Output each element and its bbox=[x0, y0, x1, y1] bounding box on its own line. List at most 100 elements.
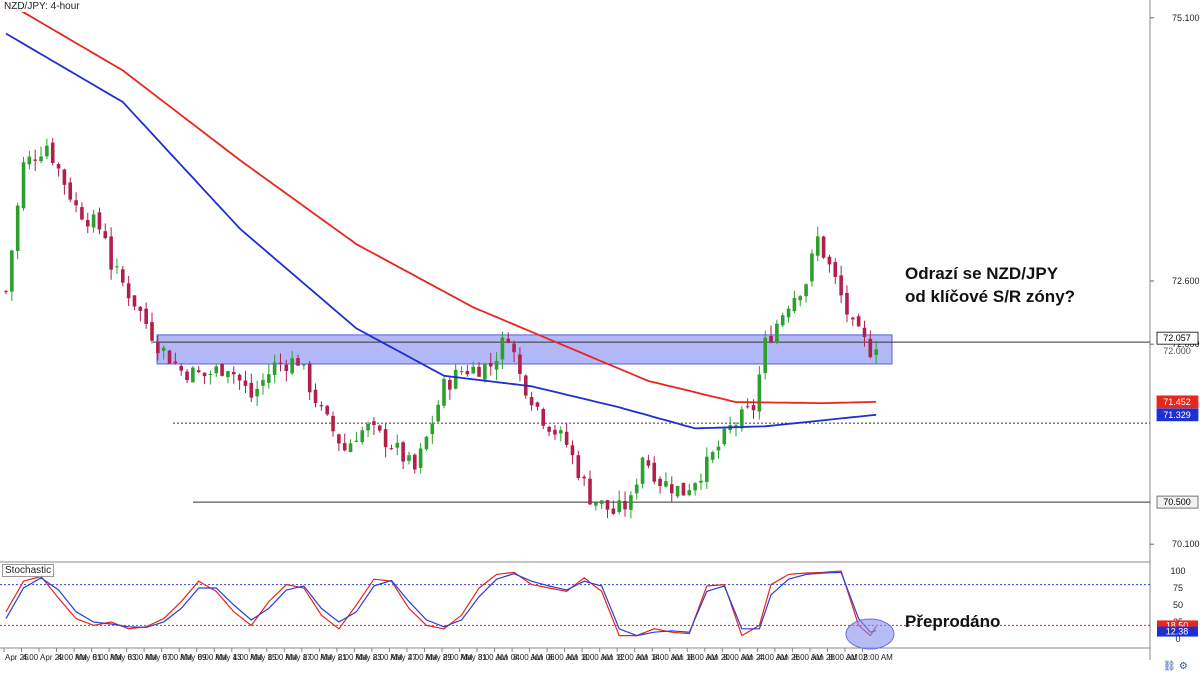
stoch-tag-k-label: 18.50 bbox=[1166, 620, 1189, 630]
candle-body bbox=[740, 409, 744, 429]
time-tick-label: 8:00 AM bbox=[653, 653, 683, 662]
time-tick-label: 8:00 AM bbox=[618, 653, 648, 662]
candle-body bbox=[570, 445, 575, 456]
time-tick-label: 8:00 AM bbox=[513, 653, 543, 662]
candle-body bbox=[15, 205, 20, 252]
candle-body bbox=[307, 363, 312, 393]
ma-line-red bbox=[5, 1, 877, 404]
candle-body bbox=[862, 327, 867, 337]
time-tick-label: May 29 bbox=[425, 653, 452, 662]
candle-body bbox=[138, 306, 143, 311]
stoch-tick-label: 0 bbox=[1175, 634, 1180, 644]
candle-body bbox=[646, 460, 651, 466]
time-tick-label: 8:00 AM bbox=[198, 653, 228, 662]
candle-body bbox=[874, 349, 878, 355]
time-tick-label: 8:00 AM bbox=[478, 653, 508, 662]
candle-body bbox=[675, 486, 680, 497]
time-tick-label: 4:00 AM bbox=[408, 653, 438, 662]
candle-body bbox=[366, 423, 370, 431]
time-tick-label: Jun 18 bbox=[671, 653, 696, 662]
candle-body bbox=[10, 250, 14, 292]
candle-body bbox=[50, 142, 55, 164]
candle-body bbox=[605, 500, 610, 510]
ma-line-blue bbox=[5, 32, 877, 430]
candle-body bbox=[471, 366, 475, 374]
candle-body bbox=[541, 409, 546, 426]
candle-body bbox=[39, 156, 43, 162]
candle-body bbox=[588, 478, 592, 505]
candle-body bbox=[547, 426, 551, 432]
candle-body bbox=[80, 207, 84, 220]
candle-body bbox=[360, 430, 365, 443]
time-tick-label: Jun 12 bbox=[601, 653, 626, 662]
candle-body bbox=[74, 200, 78, 206]
stoch-tick-label: 75 bbox=[1173, 583, 1183, 593]
candle-body bbox=[243, 380, 248, 386]
time-tick-label: 8:00 AM bbox=[443, 653, 473, 662]
candle-body bbox=[4, 291, 8, 293]
candle-body bbox=[226, 371, 230, 378]
candle-body bbox=[156, 342, 160, 354]
time-tick-label: Apr 25 bbox=[5, 653, 29, 662]
candle-body bbox=[249, 382, 254, 398]
candle-body bbox=[302, 364, 306, 366]
time-tick-label: 8:00 AM bbox=[373, 653, 403, 662]
candle-body bbox=[68, 182, 73, 200]
candle-body bbox=[220, 363, 224, 376]
candle-body bbox=[436, 404, 440, 422]
candle-body bbox=[716, 446, 721, 451]
candle-body bbox=[21, 162, 26, 209]
candle-body bbox=[658, 478, 662, 486]
candle-body bbox=[418, 448, 423, 468]
candle-body bbox=[734, 425, 738, 427]
price-tag-box bbox=[1156, 331, 1199, 345]
candle-body bbox=[261, 380, 265, 386]
time-tick-label: Jun 04 bbox=[496, 653, 521, 662]
candle-body bbox=[424, 436, 429, 450]
candle-body bbox=[827, 256, 832, 265]
candle-body bbox=[459, 371, 464, 373]
candle-body bbox=[629, 495, 633, 510]
candle-body bbox=[705, 456, 709, 482]
candle-body bbox=[202, 372, 207, 377]
stoch-tick-label: 50 bbox=[1173, 600, 1183, 610]
candle-body bbox=[144, 308, 148, 324]
candle-body bbox=[769, 336, 773, 343]
sr-zone-layer bbox=[156, 334, 893, 365]
candle-body bbox=[342, 443, 347, 451]
stoch-k-line bbox=[5, 570, 877, 637]
candle-body bbox=[33, 159, 37, 161]
candle-body bbox=[483, 364, 487, 380]
candle-body bbox=[634, 484, 639, 494]
candle-body bbox=[780, 315, 785, 326]
moving-averages-layer bbox=[5, 1, 877, 430]
price-tag-box bbox=[1156, 395, 1199, 409]
stoch-tag-d-box bbox=[1157, 626, 1198, 637]
time-tick-label: Jun 06 bbox=[531, 653, 556, 662]
candle-body bbox=[231, 371, 236, 375]
time-tick-label: May 15 bbox=[250, 653, 277, 662]
price-tag-label: 71.329 bbox=[1163, 410, 1191, 420]
stoch-tag-d-label: 12.38 bbox=[1166, 627, 1189, 637]
candle-body bbox=[851, 317, 855, 320]
candle-body bbox=[91, 214, 96, 228]
price-tag-box bbox=[1156, 495, 1199, 509]
candle-body bbox=[150, 322, 154, 341]
link-icon[interactable]: ⛓ ⚙ bbox=[1163, 661, 1188, 672]
candle-body bbox=[804, 284, 808, 297]
candle-body bbox=[839, 275, 843, 296]
symbol-label: NZD/JPY: 4-hour bbox=[2, 1, 82, 12]
candle-body bbox=[512, 343, 516, 353]
candle-body bbox=[640, 457, 645, 484]
time-tick-label: Jun 28 bbox=[811, 653, 836, 662]
time-tick-label: 8:00 AM bbox=[128, 653, 158, 662]
candle-body bbox=[167, 350, 172, 364]
candle-body bbox=[45, 145, 49, 157]
candle-body bbox=[267, 374, 271, 383]
candle-body bbox=[810, 253, 814, 282]
price-tick-label: 72.000 bbox=[1163, 346, 1191, 356]
candle-body bbox=[576, 455, 581, 478]
time-tick-label: May 07 bbox=[145, 653, 172, 662]
candle-body bbox=[868, 338, 873, 358]
candle-body bbox=[757, 374, 762, 412]
